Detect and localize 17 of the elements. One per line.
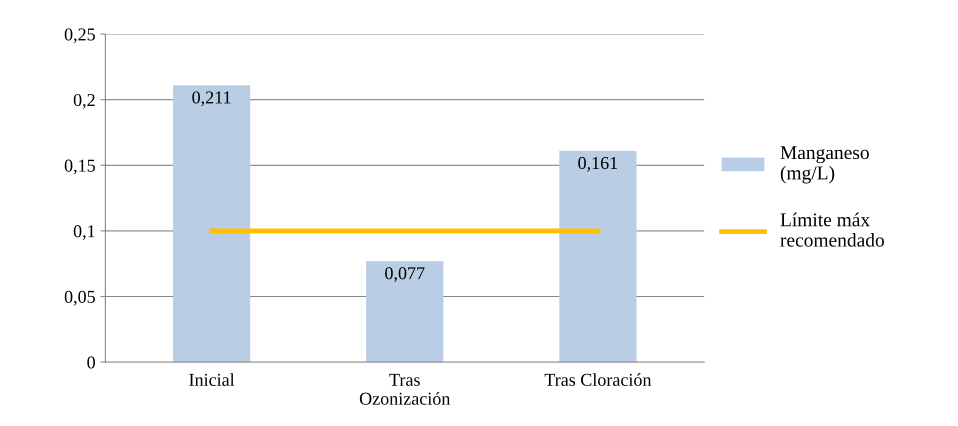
y-tick-label: 0 xyxy=(87,356,95,369)
data-label: 0,211 xyxy=(192,91,230,106)
bar xyxy=(366,261,444,362)
x-tick-label: Inicial xyxy=(189,373,234,386)
legend-label: Manganeso (mg/L) xyxy=(780,146,869,184)
y-tick-label: 0,25 xyxy=(64,28,95,44)
y-tick-label: 0,1 xyxy=(74,225,95,240)
y-tick-label: 0,05 xyxy=(64,290,95,306)
legend-label: Límite máx recomendado xyxy=(780,212,884,247)
y-tick-label: 0,2 xyxy=(74,94,95,109)
bar xyxy=(559,150,637,362)
bar xyxy=(172,85,250,362)
y-tick-label: 0,15 xyxy=(64,160,95,174)
data-label: 0,077 xyxy=(385,267,425,282)
x-tick-label: Tras Cloración xyxy=(544,373,652,386)
data-label: 0,161 xyxy=(578,156,618,172)
x-tick-label: Tras Ozonización xyxy=(360,374,450,405)
